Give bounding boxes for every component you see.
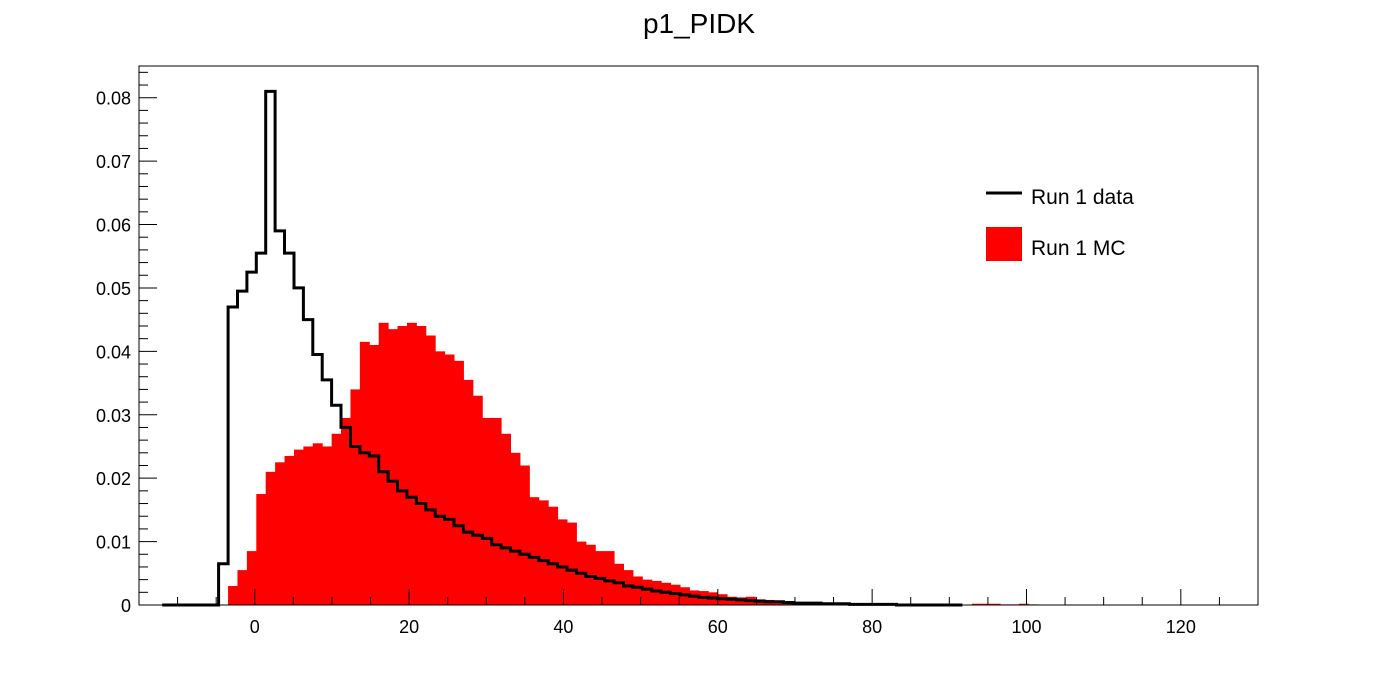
mc-bar (501, 433, 512, 605)
mc-bar (990, 603, 1001, 605)
mc-bar (661, 582, 672, 605)
mc-bar (632, 576, 643, 605)
mc-bar (341, 417, 351, 605)
legend-swatch-run1-mc (986, 227, 1022, 261)
legend: Run 1 data Run 1 MC (960, 168, 1180, 278)
y-tick-label: 0.04 (96, 342, 131, 362)
y-tick-label: 0.02 (96, 469, 131, 489)
mc-bar (604, 551, 615, 605)
y-tick-label: 0 (121, 596, 131, 616)
x-tick-label: 100 (1011, 617, 1041, 637)
mc-bar (228, 585, 238, 605)
y-tick-label: 0.03 (96, 406, 131, 426)
mc-bar (378, 322, 389, 605)
mc-bar (425, 335, 436, 605)
x-tick-label: 60 (708, 617, 728, 637)
mc-bar (491, 417, 502, 605)
mc-bar (566, 522, 577, 605)
x-tick-label: 40 (553, 617, 573, 637)
legend-label-run1-mc: Run 1 MC (1031, 237, 1126, 260)
mc-bar (482, 417, 493, 605)
mc-bar (454, 360, 464, 605)
mc-bar (651, 580, 662, 605)
mc-bar (1018, 603, 1029, 605)
mc-bar (369, 345, 380, 605)
x-tick-label: 20 (399, 617, 419, 637)
mc-bar (642, 579, 653, 605)
mc-bar (397, 325, 408, 605)
x-tick-label: 0 (250, 617, 260, 637)
mc-bar (322, 446, 333, 605)
mc-bar (444, 354, 455, 605)
legend-label-run1-data: Run 1 data (1031, 186, 1134, 209)
mc-bar (538, 500, 549, 605)
y-tick-label: 0.05 (96, 279, 131, 299)
mc-bar (435, 351, 446, 605)
mc-bar (293, 449, 304, 605)
mc-bar (727, 596, 737, 605)
mc-bar (237, 570, 248, 605)
mc-bar (359, 341, 370, 605)
mc-bar (548, 506, 559, 605)
mc-bar (275, 462, 286, 605)
mc-bar (463, 379, 474, 605)
mc-bar (284, 455, 295, 605)
chart-title: p1_PIDK (643, 8, 755, 39)
mc-bar (246, 551, 257, 605)
mc-bar (689, 590, 700, 605)
y-tick-label: 0.01 (96, 533, 131, 553)
mc-bar (416, 325, 427, 605)
mc-bar (529, 497, 540, 605)
mc-bar (614, 563, 624, 605)
mc-bar (510, 452, 521, 605)
mc-bar (557, 519, 568, 605)
mc-bar (312, 443, 323, 605)
mc-bar (585, 544, 596, 605)
y-tick-label: 0.07 (96, 152, 131, 172)
data-step-line (162, 89, 963, 607)
y-tick-label: 0.08 (96, 89, 131, 109)
mc-bar (971, 603, 982, 605)
mc-bar (472, 395, 483, 605)
axes: 0 20 40 60 80 100 120 0 0.01 0.02 0.03 0.04 0.05 0.06… (96, 65, 1259, 637)
mc-bar (350, 389, 361, 605)
mc-bar (406, 322, 417, 605)
mc-bar (256, 494, 267, 605)
plot-area (162, 89, 1039, 607)
x-tick-label: 80 (862, 617, 882, 637)
mc-bar (331, 433, 342, 605)
mc-bar (388, 329, 399, 605)
mc-bar (519, 465, 530, 605)
mc-bar (265, 471, 276, 605)
mc-bar (623, 570, 634, 605)
x-tick-label: 120 (1166, 617, 1196, 637)
legend-box (960, 168, 1180, 278)
plot-frame (138, 65, 1259, 606)
mc-bar (981, 603, 992, 605)
mc-bar (303, 446, 314, 605)
y-tick-label: 0.06 (96, 216, 131, 236)
